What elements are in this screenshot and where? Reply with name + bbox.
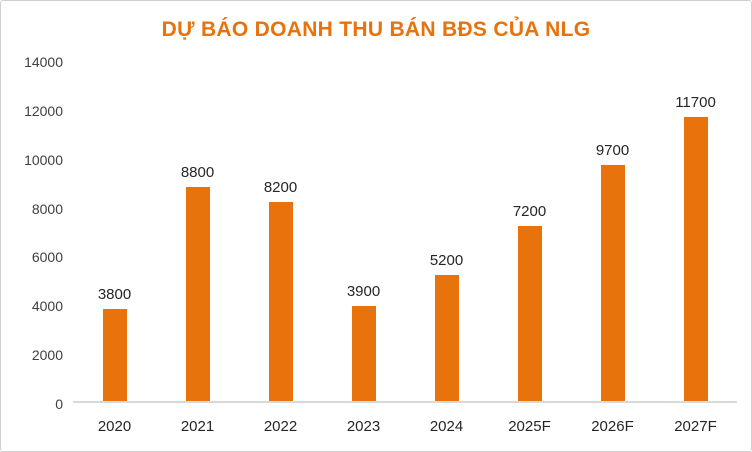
x-tick-label: 2021: [180, 417, 215, 435]
y-tick-label: 14000: [24, 54, 63, 70]
x-tick-label: 2023: [346, 417, 381, 435]
x-tick-label: 2022: [263, 417, 298, 435]
bar-column: 8200: [239, 61, 322, 401]
bar-column: 7200: [488, 61, 571, 401]
bar-column: 5200: [405, 61, 488, 401]
bar: [683, 116, 708, 401]
y-tick-label: 6000: [31, 249, 63, 266]
chart-grid: 0 2000 4000 6000 8000 10000 12000 14000 3800 880…: [15, 55, 737, 443]
x-tick-label: 2020: [97, 417, 132, 435]
bar-value-label: 8800: [180, 164, 215, 182]
bar-value-label: 8200: [263, 178, 298, 196]
bar: [600, 165, 625, 401]
bar-column: 9700: [571, 61, 654, 401]
y-tick-label: 8000: [31, 200, 63, 217]
y-tick-label: 0: [55, 396, 63, 412]
plot-area: 3800 8800 8200 3900 5200 7200 9700 11700: [73, 61, 737, 403]
bar: [102, 308, 127, 401]
y-tick-label: 2000: [31, 347, 63, 364]
bar-value-label: 5200: [429, 251, 464, 269]
bar: [351, 306, 376, 401]
y-axis: 0 2000 4000 6000 8000 10000 12000 14000: [15, 55, 73, 411]
bar: [268, 201, 293, 401]
chart-title: DỰ BÁO DOANH THU BÁN BĐS CỦA NLG: [161, 18, 591, 41]
bar-column: 11700: [654, 61, 737, 401]
bar-column: 3900: [322, 61, 405, 401]
bar-value-label: 3800: [97, 285, 132, 303]
x-axis: 2020 2021 2022 2023 2024 2025F 2026F 2027F: [73, 403, 737, 443]
bar: [185, 187, 210, 401]
bar-column: 8800: [156, 61, 239, 401]
bars-area: 3800 8800 8200 3900 5200 7200 9700 11700: [73, 61, 737, 401]
x-tick-label: 2027F: [674, 417, 717, 435]
bar-value-label: 9700: [595, 142, 630, 160]
y-tick-label: 4000: [31, 298, 63, 315]
y-tick-label: 10000: [24, 151, 63, 168]
bar-value-label: 11700: [675, 93, 716, 111]
x-tick-label: 2024: [429, 417, 464, 435]
x-tick-label: 2026F: [591, 417, 634, 435]
bar: [434, 274, 459, 401]
bar-value-label: 3900: [346, 283, 381, 301]
bar-column: 3800: [73, 61, 156, 401]
bar-value-label: 7200: [512, 203, 547, 221]
x-tick-label: 2025F: [508, 417, 551, 435]
y-tick-label: 12000: [24, 102, 63, 119]
bar: [517, 226, 542, 401]
